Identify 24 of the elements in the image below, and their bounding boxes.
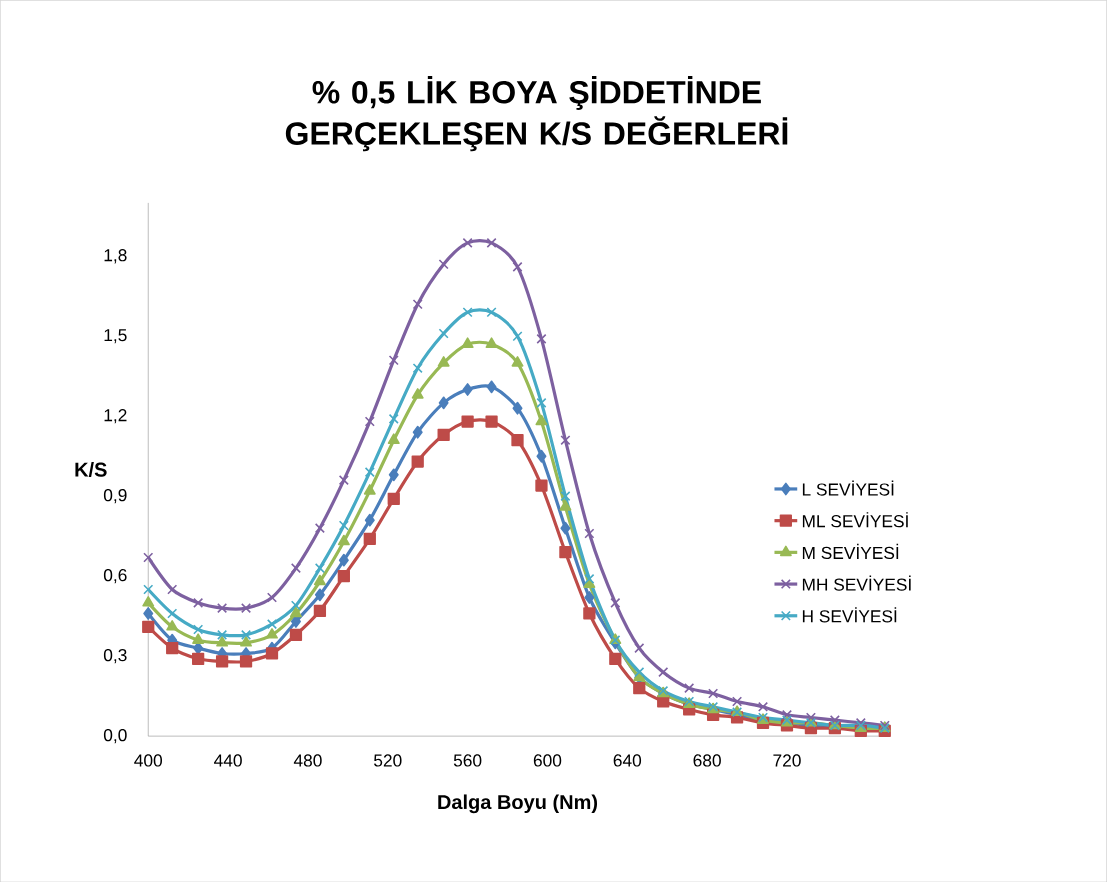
y-tick-label: 1,5 (104, 328, 127, 344)
x-tick-label: 440 (214, 754, 242, 767)
chart-title: % 0,5 LİK BOYA ŞİDDETİNDE GERÇEKLEŞEN K/S DEĞERLERİ (285, 75, 788, 152)
x-tick-label: 400 (134, 754, 163, 767)
legend-label: ML SEVİYESİ (802, 511, 908, 528)
x-tick-label: 720 (773, 754, 801, 767)
y-tick-label: 0,0 (103, 728, 127, 744)
y-tick-label: 1,8 (104, 248, 127, 264)
x-tick-label: 520 (374, 754, 402, 767)
y-axis-title: K/S (75, 461, 107, 477)
x-tick-label: 560 (453, 754, 482, 767)
legend-label: MH SEVİYESİ (802, 575, 911, 591)
y-tick-label: 1,2 (104, 408, 127, 424)
x-axis-title: Dalga Boyu (Nm) (438, 794, 598, 813)
legend-label: H SEVİYESİ (802, 607, 897, 623)
x-tick-label: 680 (693, 754, 721, 767)
legend-label: L SEVİYESİ (802, 480, 894, 496)
x-tick-label: 600 (533, 754, 562, 767)
x-tick-label: 640 (613, 754, 642, 767)
y-tick-label: 0,3 (103, 648, 127, 664)
y-tick-label: 0,9 (103, 488, 127, 504)
y-tick-label: 0,6 (103, 568, 127, 584)
x-tick-label: 480 (293, 754, 322, 767)
legend-label: M SEVİYESİ (802, 543, 899, 559)
